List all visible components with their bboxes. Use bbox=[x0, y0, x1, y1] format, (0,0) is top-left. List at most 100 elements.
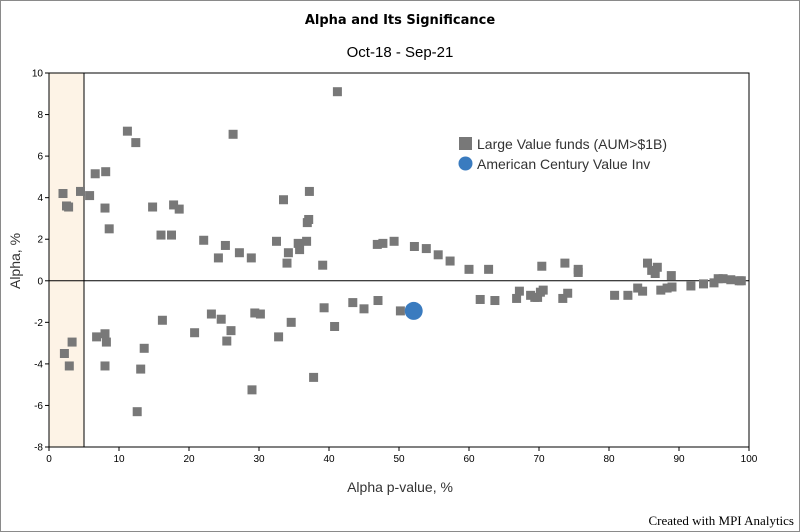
fund-point bbox=[484, 264, 494, 274]
legend-marker-circle bbox=[458, 156, 473, 171]
fund-point bbox=[226, 326, 236, 336]
x-tick-label: 100 bbox=[741, 454, 758, 465]
x-tick-label: 40 bbox=[323, 454, 335, 465]
fund-point bbox=[372, 239, 382, 249]
fund-point bbox=[100, 329, 110, 339]
fund-point bbox=[633, 283, 643, 293]
fund-point bbox=[76, 186, 85, 196]
fund-point bbox=[610, 290, 620, 300]
x-tick-label: 80 bbox=[603, 454, 615, 465]
fund-point bbox=[623, 290, 633, 300]
legend-marker-square bbox=[459, 137, 472, 150]
fund-point bbox=[92, 332, 102, 342]
fund-point bbox=[206, 309, 216, 319]
fund-point bbox=[718, 274, 728, 284]
fund-point bbox=[274, 332, 284, 342]
fund-point bbox=[302, 236, 312, 246]
highlight-fund-point bbox=[404, 301, 423, 320]
fund-point bbox=[490, 296, 500, 306]
fund-point bbox=[255, 309, 265, 319]
fund-point bbox=[220, 240, 230, 250]
x-tick-label: 10 bbox=[113, 454, 125, 465]
fund-point bbox=[104, 224, 114, 234]
y-tick-label: 2 bbox=[37, 235, 43, 246]
fund-point bbox=[573, 267, 583, 277]
fund-point bbox=[58, 189, 68, 199]
fund-point bbox=[247, 385, 257, 395]
fund-point bbox=[246, 253, 256, 263]
fund-point bbox=[157, 315, 167, 325]
fund-point bbox=[293, 238, 303, 248]
x-axis-label: Alpha p-value, % bbox=[347, 479, 453, 495]
fund-point bbox=[475, 294, 485, 304]
x-tick-label: 70 bbox=[533, 454, 545, 465]
fund-point bbox=[537, 261, 547, 271]
fund-point bbox=[378, 238, 388, 248]
fund-point bbox=[699, 279, 708, 289]
credit-text: Created with MPI Analytics bbox=[648, 513, 794, 528]
fund-point bbox=[395, 306, 405, 316]
x-tick-label: 50 bbox=[393, 454, 405, 465]
fund-point bbox=[131, 138, 141, 148]
y-axis-label: Alpha, % bbox=[7, 233, 23, 289]
fund-point bbox=[666, 271, 676, 281]
fund-point bbox=[309, 372, 319, 382]
fund-point bbox=[167, 230, 176, 240]
fund-point bbox=[136, 364, 146, 374]
significance-band-layer bbox=[49, 73, 85, 447]
fund-point bbox=[304, 186, 314, 196]
y-tick-label: 6 bbox=[37, 152, 43, 163]
fund-point bbox=[213, 253, 223, 263]
legend-label-highlight: American Century Value Inv bbox=[477, 156, 650, 172]
chart-subtitle: Oct-18 - Sep-21 bbox=[347, 44, 454, 61]
fund-point bbox=[389, 236, 399, 246]
y-tick-label: -2 bbox=[34, 318, 43, 329]
y-tick-label: 4 bbox=[37, 193, 43, 204]
fund-point bbox=[409, 241, 419, 251]
fund-point bbox=[295, 245, 305, 255]
fund-point bbox=[652, 262, 662, 272]
fund-point bbox=[512, 293, 522, 303]
fund-point bbox=[132, 407, 142, 417]
fund-point bbox=[272, 236, 281, 246]
fund-point bbox=[656, 285, 666, 295]
fund-point bbox=[90, 169, 100, 179]
fund-point bbox=[318, 260, 328, 270]
y-tick-label: -4 bbox=[34, 359, 43, 370]
x-tick-label: 20 bbox=[183, 454, 195, 465]
x-tick-label: 60 bbox=[463, 454, 475, 465]
fund-point bbox=[234, 248, 244, 258]
fund-point bbox=[319, 303, 329, 313]
y-tick-label: -6 bbox=[34, 401, 43, 412]
fund-point bbox=[282, 258, 292, 268]
fund-point bbox=[101, 167, 111, 177]
data-points-layer bbox=[58, 87, 746, 417]
fund-point bbox=[148, 202, 158, 212]
legend-label-funds: Large Value funds (AUM>$1B) bbox=[477, 136, 667, 152]
y-tick-label: -8 bbox=[34, 443, 43, 454]
fund-point bbox=[533, 292, 543, 302]
fund-point bbox=[686, 281, 696, 291]
fund-point bbox=[359, 304, 369, 314]
fund-point bbox=[558, 293, 568, 303]
fund-point bbox=[286, 317, 296, 327]
fund-point bbox=[190, 328, 200, 338]
fund-point bbox=[67, 337, 77, 347]
fund-point bbox=[736, 276, 746, 286]
chart-title: Alpha and Its Significance bbox=[305, 13, 495, 28]
fund-point bbox=[222, 336, 232, 346]
fund-point bbox=[64, 361, 74, 371]
y-tick-label: 0 bbox=[37, 276, 43, 287]
fund-point bbox=[64, 202, 74, 212]
fund-point bbox=[156, 230, 166, 240]
fund-point bbox=[279, 195, 288, 205]
fund-point bbox=[332, 87, 342, 97]
fund-point bbox=[85, 191, 95, 201]
fund-point bbox=[713, 274, 723, 284]
fund-point bbox=[650, 269, 660, 279]
fund-point bbox=[304, 214, 314, 224]
fund-point bbox=[464, 264, 474, 274]
fund-point bbox=[563, 288, 573, 298]
fund-point bbox=[169, 200, 179, 210]
